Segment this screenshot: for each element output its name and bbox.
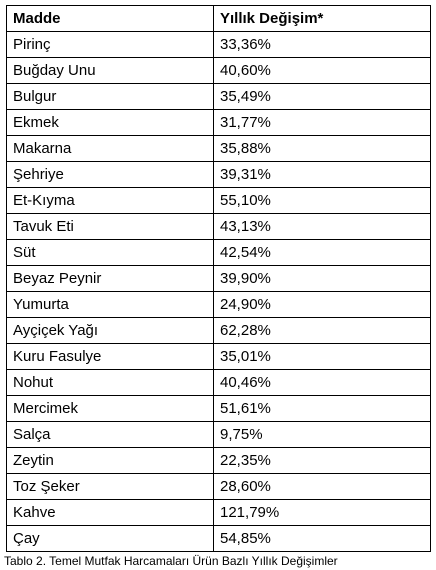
change-cell: 35,01% [213, 343, 431, 370]
item-cell: Zeytin [6, 447, 214, 474]
change-cell: 39,90% [213, 265, 431, 292]
column-header-item: Madde [6, 5, 214, 32]
change-cell: 43,13% [213, 213, 431, 240]
price-change-table-wrapper: Madde Yıllık Değişim* Pirinç 33,36% Buğd… [6, 5, 431, 552]
table-row: Et-Kıyma 55,10% [6, 187, 431, 214]
change-cell: 40,46% [213, 369, 431, 396]
table-row: Nohut 40,46% [6, 369, 431, 396]
item-cell: Et-Kıyma [6, 187, 214, 214]
item-cell: Kuru Fasulye [6, 343, 214, 370]
change-cell: 35,88% [213, 135, 431, 162]
table-row: Çay 54,85% [6, 525, 431, 552]
item-cell: Beyaz Peynir [6, 265, 214, 292]
item-cell: Makarna [6, 135, 214, 162]
price-change-table: Madde Yıllık Değişim* Pirinç 33,36% Buğd… [6, 5, 431, 552]
item-cell: Pirinç [6, 31, 214, 58]
table-row: Buğday Unu 40,60% [6, 57, 431, 84]
change-cell: 22,35% [213, 447, 431, 474]
table-row: Kuru Fasulye 35,01% [6, 343, 431, 370]
change-cell: 28,60% [213, 473, 431, 500]
change-cell: 51,61% [213, 395, 431, 422]
item-cell: Süt [6, 239, 214, 266]
table-row: Ayçiçek Yağı 62,28% [6, 317, 431, 344]
item-cell: Mercimek [6, 395, 214, 422]
item-cell: Bulgur [6, 83, 214, 110]
table-row: Salça 9,75% [6, 421, 431, 448]
change-cell: 9,75% [213, 421, 431, 448]
table-row: Bulgur 35,49% [6, 83, 431, 110]
item-cell: Tavuk Eti [6, 213, 214, 240]
change-cell: 24,90% [213, 291, 431, 318]
table-caption: Tablo 2. Temel Mutfak Harcamaları Ürün B… [4, 554, 338, 568]
item-cell: Şehriye [6, 161, 214, 188]
change-cell: 33,36% [213, 31, 431, 58]
table-header-row: Madde Yıllık Değişim* [6, 5, 431, 32]
change-cell: 42,54% [213, 239, 431, 266]
table-row: Tavuk Eti 43,13% [6, 213, 431, 240]
item-cell: Salça [6, 421, 214, 448]
change-cell: 39,31% [213, 161, 431, 188]
change-cell: 62,28% [213, 317, 431, 344]
change-cell: 40,60% [213, 57, 431, 84]
table-row: Şehriye 39,31% [6, 161, 431, 188]
table-row: Pirinç 33,36% [6, 31, 431, 58]
table-row: Yumurta 24,90% [6, 291, 431, 318]
change-cell: 54,85% [213, 525, 431, 552]
column-header-annual-change: Yıllık Değişim* [213, 5, 431, 32]
item-cell: Toz Şeker [6, 473, 214, 500]
table-row: Mercimek 51,61% [6, 395, 431, 422]
table-row: Ekmek 31,77% [6, 109, 431, 136]
item-cell: Buğday Unu [6, 57, 214, 84]
item-cell: Ekmek [6, 109, 214, 136]
table-row: Süt 42,54% [6, 239, 431, 266]
table-row: Kahve 121,79% [6, 499, 431, 526]
table-row: Makarna 35,88% [6, 135, 431, 162]
change-cell: 55,10% [213, 187, 431, 214]
change-cell: 31,77% [213, 109, 431, 136]
item-cell: Çay [6, 525, 214, 552]
item-cell: Ayçiçek Yağı [6, 317, 214, 344]
item-cell: Yumurta [6, 291, 214, 318]
table-row: Toz Şeker 28,60% [6, 473, 431, 500]
change-cell: 121,79% [213, 499, 431, 526]
change-cell: 35,49% [213, 83, 431, 110]
table-row: Beyaz Peynir 39,90% [6, 265, 431, 292]
table-row: Zeytin 22,35% [6, 447, 431, 474]
item-cell: Kahve [6, 499, 214, 526]
item-cell: Nohut [6, 369, 214, 396]
